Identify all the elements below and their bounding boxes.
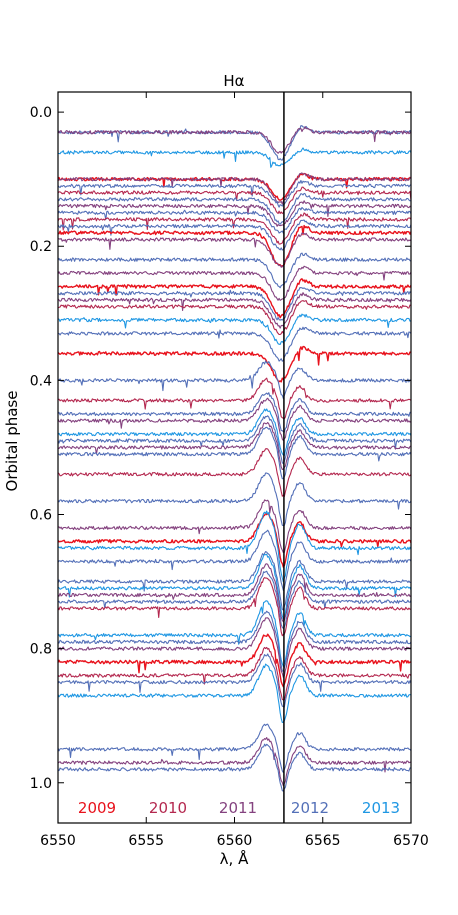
spectrum-line-2012-30 xyxy=(57,426,412,480)
spectrum-line-2011-15 xyxy=(57,265,412,301)
x-tick-label: 6555 xyxy=(128,833,164,849)
spectrum-line-2012-51 xyxy=(57,743,411,792)
spectrum-line-2009-22 xyxy=(57,345,412,383)
spectrum-line-2012-28 xyxy=(57,415,412,465)
legend-entry-2009: 2009 xyxy=(78,799,116,817)
spectrum-line-2012-17 xyxy=(57,287,412,321)
spectrum-line-2011-29 xyxy=(57,421,412,471)
spectrum-line-2009-45 xyxy=(57,633,412,688)
spectrum-line-2011-39 xyxy=(57,563,412,623)
spectrum-line-2012-32 xyxy=(57,472,412,527)
legend-entry-2011: 2011 xyxy=(219,799,257,817)
spectrum-line-2012-43 xyxy=(57,610,412,672)
spectrum-line-2012-14 xyxy=(57,252,412,289)
x-tick-label: 6550 xyxy=(40,833,76,849)
spectrum-line-2010-10 xyxy=(57,212,412,245)
spectrum-line-2012-40 xyxy=(57,570,412,629)
spectrum-line-2013-42 xyxy=(57,600,412,668)
plot-frame xyxy=(57,91,412,824)
spectrum-line-2009-34 xyxy=(57,512,412,568)
spectrum-line-2012-23 xyxy=(57,360,412,400)
spectrum-line-2011-8 xyxy=(57,200,412,227)
legend-entry-2013: 2013 xyxy=(362,799,400,817)
spectrum-line-2013-20 xyxy=(57,313,412,345)
axes-layer xyxy=(57,91,412,824)
x-tick-label: 6560 xyxy=(217,833,253,849)
spectrum-line-2013-27 xyxy=(57,408,412,457)
spectrum-line-2012-9 xyxy=(57,206,412,234)
spectrum-line-2013-2 xyxy=(57,147,412,168)
y-tick-label: 0.6 xyxy=(30,508,52,524)
legend-layer: 2009 2010 2011 2012 2013 xyxy=(78,799,400,817)
y-tick-label: 0.2 xyxy=(30,239,52,255)
spectrum-line-2010-31 xyxy=(57,448,412,498)
spectrum-line-2009-12 xyxy=(57,224,412,268)
legend-entry-2012: 2012 xyxy=(291,799,329,817)
spectrum-line-2012-47 xyxy=(57,653,412,708)
spectrum-line-2009-16 xyxy=(57,278,412,319)
spectrum-line-2011-50 xyxy=(57,737,412,787)
y-tick-label: 1.0 xyxy=(30,776,52,792)
spectrum-line-2011-26 xyxy=(57,397,412,441)
spectrum-line-2012-21 xyxy=(57,326,412,362)
ticks-layer: 6550 6555 6560 6565 6570 0.0 0.2 0.4 0.6 0.8 1.0 xyxy=(30,92,429,849)
spectrum-line-2010-19 xyxy=(57,300,412,336)
y-tick-label: 0.8 xyxy=(30,642,52,658)
series-layer xyxy=(57,125,412,792)
spectrum-line-2011-44 xyxy=(57,617,412,678)
spectrum-line-2010-41 xyxy=(57,577,412,637)
x-tick-label: 6565 xyxy=(305,833,341,849)
spectrum-line-2012-7 xyxy=(57,192,412,225)
y-tick-label: 0.0 xyxy=(30,105,52,121)
spectrum-line-2013-35 xyxy=(57,510,412,583)
spectrum-line-2009-3 xyxy=(57,172,412,201)
spectrum-line-2012-11 xyxy=(57,219,412,251)
spectrum-line-2011-18 xyxy=(57,292,412,329)
spectrum-line-2012-36 xyxy=(57,529,412,591)
spectrum-line-2011-33 xyxy=(57,499,412,554)
x-axis-label: λ, Å xyxy=(220,849,249,868)
spectrum-line-2011-4 xyxy=(57,172,412,205)
x-tick-label: 6570 xyxy=(393,833,429,849)
y-axis-label: Orbital phase xyxy=(3,391,21,492)
spectrum-line-2012-25 xyxy=(57,392,412,433)
spectrum-line-2011-13 xyxy=(57,232,412,268)
spectrum-line-2012-5 xyxy=(57,179,412,208)
spectrum-line-2010-6 xyxy=(57,186,412,215)
spectrum-line-2013-48 xyxy=(57,663,412,724)
spectrum-line-2012-37 xyxy=(57,551,412,611)
chart-title: Hα xyxy=(223,72,244,90)
spectrum-line-2013-38 xyxy=(57,553,412,620)
spectrum-line-2010-24 xyxy=(57,377,412,420)
legend-entry-2010: 2010 xyxy=(149,799,187,817)
spectrum-line-2011-1 xyxy=(57,126,412,154)
y-tick-label: 0.4 xyxy=(30,373,52,389)
spectrum-line-2012-49 xyxy=(57,723,412,773)
spectrum-line-2010-46 xyxy=(57,646,412,701)
